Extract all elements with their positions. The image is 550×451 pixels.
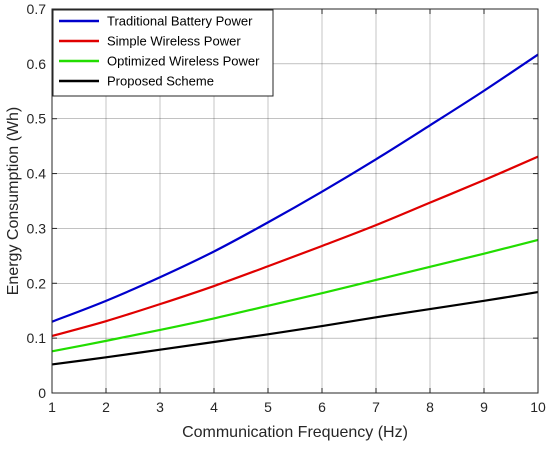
legend-label-1: Simple Wireless Power: [107, 34, 241, 49]
y-axis-title: Energy Consumption (Wh): [5, 107, 22, 296]
legend-label-0: Traditional Battery Power: [107, 14, 253, 29]
legend-label-2: Optimized Wireless Power: [107, 54, 260, 69]
x-axis-title: Communication Frequency (Hz): [182, 424, 408, 441]
series-line-2: [51, 238, 539, 353]
x-tick-label-8: 9: [480, 399, 488, 415]
x-tick-label-3: 4: [210, 399, 218, 415]
series-line-3: [51, 290, 539, 366]
legend-label-3: Proposed Scheme: [107, 74, 214, 89]
axis-ticks: 1 2 3 4 5 6 7 8 9 10 0 0.1 0.2 0.3 0.4 0.5 0.6 0.7: [27, 1, 546, 415]
y-tick-label-3: 0.3: [27, 220, 47, 236]
y-tick-label-1: 0.1: [27, 330, 47, 346]
series-line-0: [51, 53, 539, 323]
plot-border: [51, 8, 539, 394]
x-tick-label-1: 2: [102, 399, 110, 415]
series-line-1: [51, 155, 539, 338]
x-tick-label-7: 8: [426, 399, 434, 415]
y-tick-label-7: 0.7: [27, 1, 47, 17]
x-tick-label-5: 6: [318, 399, 326, 415]
y-tick-label-2: 0.2: [27, 275, 47, 291]
x-tick-label-6: 7: [372, 399, 380, 415]
series-lines: [51, 53, 539, 366]
x-tick-label-2: 3: [156, 399, 164, 415]
y-tick-label-4: 0.4: [27, 166, 47, 182]
y-tick-label-0: 0: [38, 385, 46, 401]
x-tick-label-9: 10: [530, 399, 546, 415]
legend: Traditional Battery Power Simple Wireless…: [52, 9, 274, 97]
x-tick-label-0: 1: [48, 399, 56, 415]
x-tick-label-4: 5: [264, 399, 272, 415]
y-tick-label-5: 0.5: [27, 111, 47, 127]
y-tick-label-6: 0.6: [27, 56, 47, 72]
